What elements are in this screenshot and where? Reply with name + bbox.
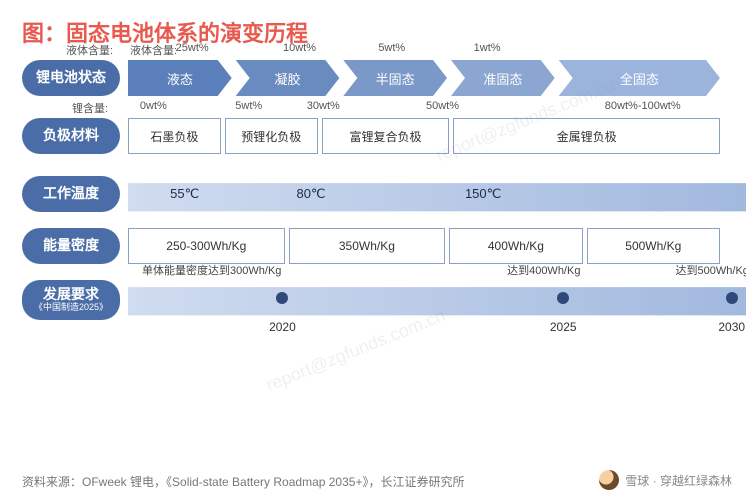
state-seg: 凝胶 xyxy=(236,60,340,96)
milestone-dot xyxy=(726,292,738,304)
row-anode: 锂含量:0wt%5wt%30wt%50wt%80wt%-100wt% 负极材料 … xyxy=(22,118,724,174)
liquid-header: 液体含量: xyxy=(66,42,113,58)
anode-cell: 预锂化负极 xyxy=(225,118,318,154)
li-label: 30wt% xyxy=(307,100,340,112)
density-cells: 250-300Wh/Kg350Wh/Kg400Wh/Kg500Wh/Kg xyxy=(128,228,724,264)
req-timeline: 单体能量密度达到300Wh/Kg2020达到400Wh/Kg2025达到500W… xyxy=(128,280,746,316)
arrow-icon xyxy=(128,280,746,322)
temp-point: 150℃ xyxy=(465,176,501,212)
anode-cell: 石墨负极 xyxy=(128,118,221,154)
density-cell: 500Wh/Kg xyxy=(587,228,720,264)
label-sub: 《中国制造2025》 xyxy=(34,303,108,313)
source-text: 资料来源：OFweek 锂电，《Solid-state Battery Road… xyxy=(22,473,464,490)
state-seg: 液态 xyxy=(128,60,232,96)
row-req: 发展要求 《中国制造2025》 单体能量密度达到300Wh/Kg2020达到40… xyxy=(22,280,724,360)
anode-cell: 富锂复合负极 xyxy=(322,118,450,154)
row-label-anode: 负极材料 xyxy=(22,118,120,154)
row-label-density: 能量密度 xyxy=(22,228,120,264)
li-label: 80wt%-100wt% xyxy=(605,100,681,112)
liquid-label: 10wt% xyxy=(283,42,316,54)
label-text: 负极材料 xyxy=(43,128,99,143)
state-segments: 液态凝胶半固态准固态全固态 xyxy=(128,60,724,96)
row-density: 能量密度 250-300Wh/Kg350Wh/Kg400Wh/Kg500Wh/K… xyxy=(22,228,724,278)
label-text: 能量密度 xyxy=(43,238,99,253)
milestone-year: 2025 xyxy=(550,320,577,334)
row-temp: 工作温度 55℃ 80℃ 150℃ xyxy=(22,176,724,226)
milestone-label: 单体能量密度达到300Wh/Kg xyxy=(142,262,281,278)
milestone-label: 达到400Wh/Kg xyxy=(507,262,580,278)
density-cell: 400Wh/Kg xyxy=(449,228,582,264)
state-seg: 半固态 xyxy=(343,60,447,96)
row-label-temp: 工作温度 xyxy=(22,176,120,212)
label-text: 发展要求 xyxy=(43,287,99,302)
chart-title: 图：固态电池体系的演变历程 xyxy=(0,0,746,48)
milestone-dot xyxy=(276,292,288,304)
credit: 雪球 · 穿越红绿森林 xyxy=(599,470,732,490)
temp-arrow: 55℃ 80℃ 150℃ xyxy=(128,176,746,212)
state-seg: 准固态 xyxy=(451,60,555,96)
li-label: 5wt% xyxy=(235,100,262,112)
liquid-label: 5wt% xyxy=(378,42,405,54)
density-cell: 350Wh/Kg xyxy=(289,228,446,264)
milestone-year: 2020 xyxy=(269,320,296,334)
temp-point: 55℃ xyxy=(170,176,199,212)
density-cell: 250-300Wh/Kg xyxy=(128,228,285,264)
row-label-state: 锂电池状态 xyxy=(22,60,120,96)
anode-cells: 石墨负极预锂化负极富锂复合负极金属锂负极 xyxy=(128,118,724,154)
li-header: 锂含量: xyxy=(72,100,108,116)
liquid-label: 25wt% xyxy=(176,42,209,54)
milestone-dot xyxy=(557,292,569,304)
evolution-chart: 液体含量:液体含量:25wt%10wt%5wt%1wt% 锂电池状态 液态凝胶半… xyxy=(22,60,724,362)
anode-cell: 金属锂负极 xyxy=(453,118,720,154)
state-seg: 全固态 xyxy=(559,60,720,96)
li-label: 0wt% xyxy=(140,100,167,112)
milestone-year: 2030 xyxy=(718,320,745,334)
temp-point: 80℃ xyxy=(296,176,325,212)
liquid-label: 1wt% xyxy=(474,42,501,54)
avatar-icon xyxy=(599,470,619,490)
milestone-label: 达到500Wh/Kg xyxy=(676,262,746,278)
label-text: 工作温度 xyxy=(43,186,99,201)
arrow-icon xyxy=(128,176,746,218)
credit-text: 雪球 · 穿越红绿森林 xyxy=(625,472,732,489)
row-label-req: 发展要求 《中国制造2025》 xyxy=(22,280,120,320)
label-text: 锂电池状态 xyxy=(36,70,106,85)
li-label: 50wt% xyxy=(426,100,459,112)
